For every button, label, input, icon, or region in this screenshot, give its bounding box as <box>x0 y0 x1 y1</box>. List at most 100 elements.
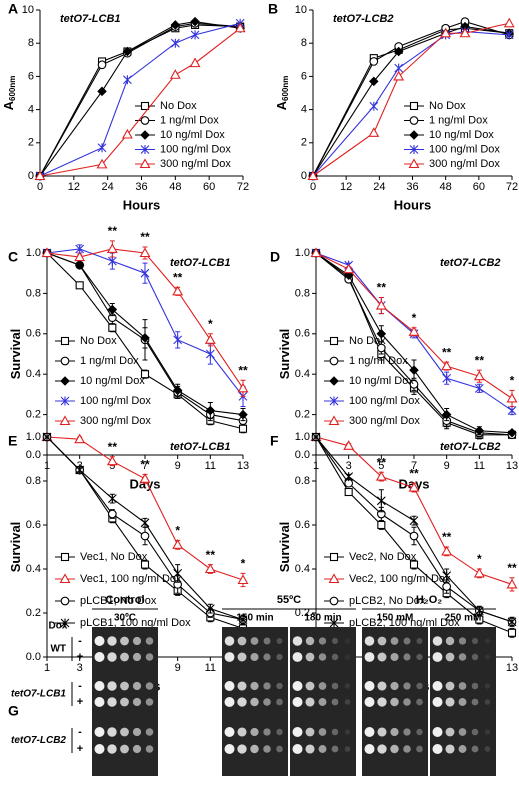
marker <box>107 494 117 504</box>
marker <box>504 30 514 40</box>
panel-letter: A <box>8 1 18 17</box>
colony-spot <box>403 745 411 753</box>
y-tick-label: 4 <box>28 104 34 116</box>
marker <box>475 615 484 624</box>
marker <box>376 343 386 353</box>
marker <box>393 46 404 57</box>
marker <box>204 563 216 574</box>
legend-label: Vec1, 100 ng/ml Dox <box>80 573 182 585</box>
colony-spot <box>94 652 105 662</box>
colony-spot <box>331 745 339 753</box>
marker <box>408 326 420 336</box>
marker <box>190 30 200 40</box>
y-tick-label: 2 <box>301 137 307 149</box>
colony-spot <box>318 745 327 753</box>
panel-letter: E <box>8 433 17 449</box>
colony-spot <box>276 638 283 644</box>
colony-spot <box>445 744 455 754</box>
marker <box>172 285 184 296</box>
strain-label: tetO7-LCB1 <box>11 689 66 700</box>
legend-label: pLCB1, No Dox <box>80 595 157 607</box>
legend-marker <box>60 596 70 606</box>
x-tick-label: 11 <box>205 460 216 472</box>
x-tick-label: 0 <box>310 181 316 193</box>
y-axis-label-main: Survival <box>277 329 292 380</box>
group-label: H₂O₂ <box>416 594 442 606</box>
panel-letter: B <box>268 1 278 17</box>
legend-label: No Dox <box>429 100 466 112</box>
legend-marker <box>409 116 419 125</box>
significance-label: ** <box>140 458 150 472</box>
marker <box>204 334 216 344</box>
colony-spot <box>445 636 455 646</box>
marker <box>106 455 118 466</box>
significance-label: ** <box>108 440 118 454</box>
colony-spot <box>458 698 467 706</box>
colony-spot <box>318 728 327 736</box>
marker <box>442 582 452 591</box>
colony-spot <box>224 697 235 707</box>
colony-spot <box>132 636 142 646</box>
colony-spot <box>107 744 117 754</box>
y-tick-label: 0.0 <box>26 449 41 461</box>
colony-spot <box>107 652 117 662</box>
marker <box>409 365 419 375</box>
colony-spot <box>458 682 467 690</box>
marker <box>34 170 46 181</box>
colony-spot <box>145 637 154 645</box>
marker <box>369 76 379 87</box>
y-tick-label: 0.6 <box>295 519 310 531</box>
x-axis-label: Hours <box>123 197 161 212</box>
legend-marker <box>60 552 70 562</box>
colony-spot <box>445 727 455 737</box>
x-tick-label: 9 <box>444 460 450 472</box>
colony-spot <box>305 744 315 754</box>
colony-spot <box>94 681 105 691</box>
legend-label: 300 ng/ml Dox <box>80 415 151 427</box>
colony-spot <box>132 652 142 662</box>
strain-label: WT <box>50 644 66 655</box>
colony-spot <box>276 698 283 706</box>
y-tick-label: 8 <box>28 37 34 49</box>
significance-label: * <box>208 317 213 331</box>
dox-sign: + <box>77 696 83 708</box>
legend-label: Vec1, No Dox <box>80 551 148 563</box>
x-tick-label: 9 <box>175 662 181 674</box>
colony-spot <box>120 636 129 646</box>
significance-label: * <box>241 557 246 571</box>
colony-spot <box>237 697 247 707</box>
colony-spot <box>458 745 467 753</box>
panel-letter: G <box>8 703 19 719</box>
significance-label: * <box>175 524 180 538</box>
marker <box>507 406 517 416</box>
marker <box>409 560 419 569</box>
colony-spot <box>432 652 443 662</box>
legend-marker <box>140 130 150 140</box>
colony-spot <box>292 697 303 707</box>
y-axis-label-main: A <box>1 100 16 110</box>
legend-marker <box>60 396 70 406</box>
marker <box>376 496 386 506</box>
chart-title: tetO7-LCB2 <box>333 13 394 25</box>
marker <box>140 531 150 541</box>
y-tick-label: 0.6 <box>26 328 41 340</box>
series-line <box>39 22 241 177</box>
marker <box>459 27 471 38</box>
colony-spot <box>292 744 303 754</box>
marker <box>408 481 420 492</box>
colony-spot <box>145 698 154 706</box>
legend-label: No Dox <box>80 335 117 347</box>
significance-label: * <box>412 311 417 325</box>
x-tick-label: 0 <box>37 181 43 193</box>
colony-spot <box>145 653 154 661</box>
colony-spot <box>344 746 351 752</box>
marker <box>107 304 118 315</box>
colony-spot <box>94 744 105 754</box>
colony-spot <box>224 652 235 662</box>
colony-spot <box>305 727 315 737</box>
colony-spot <box>471 682 479 690</box>
plate-label: 30ºC <box>114 613 136 624</box>
y-tick-label: 10 <box>295 4 307 16</box>
colony-spot <box>364 681 375 691</box>
